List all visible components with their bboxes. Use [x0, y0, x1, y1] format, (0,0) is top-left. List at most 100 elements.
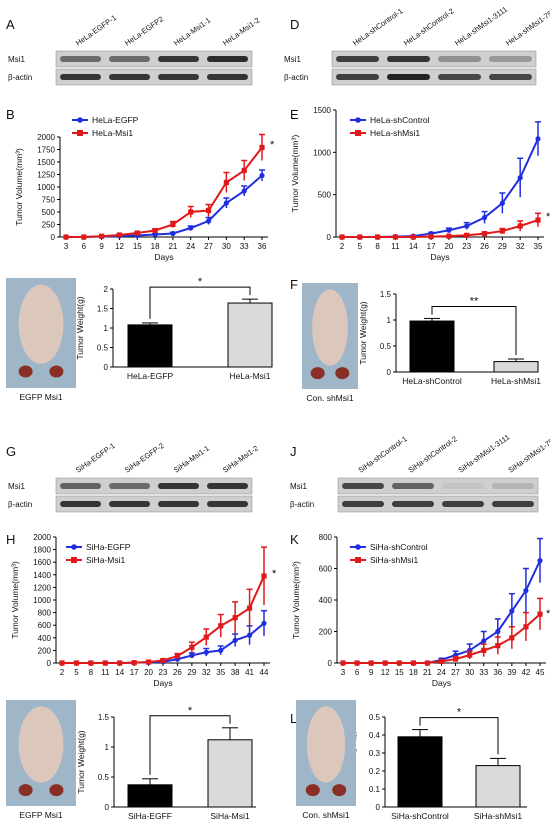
blot-row-label: Msi1: [290, 482, 307, 491]
data-point: [247, 606, 252, 611]
data-point: [132, 660, 137, 665]
x-tick-label: 12: [381, 668, 390, 677]
data-point: [218, 648, 223, 653]
y-tick-label: 1400: [33, 571, 51, 580]
blot-band: [207, 74, 248, 80]
y-tick-label: 0: [105, 803, 110, 812]
data-point: [261, 621, 266, 626]
x-tick-label: 8: [375, 242, 380, 251]
significance-mark: *: [270, 139, 275, 151]
legend-label: SiHa-EGFP: [86, 542, 131, 552]
blot-band: [158, 501, 199, 507]
data-point: [482, 215, 487, 220]
blot-row-label: β-actin: [8, 500, 32, 509]
panel-G: G SiHa-EGFP-1 SiHa-EGFP-2 SiHa-Msi1-1 SiHa-M…: [6, 441, 260, 512]
x-category-label: HeLa-shControl: [402, 376, 462, 386]
lane-label: HeLa-shMsi1-750: [504, 6, 550, 47]
data-point: [446, 228, 451, 233]
x-tick-label: 15: [395, 668, 404, 677]
legend-marker: [355, 544, 361, 550]
legend-label: HeLa-shMsi1: [370, 128, 420, 138]
panel-letter-E: E: [290, 107, 299, 122]
data-point: [446, 234, 451, 239]
blot-band: [158, 74, 199, 80]
x-tick-label: 27: [204, 242, 213, 251]
x-tick-label: 17: [427, 242, 436, 251]
data-point: [188, 209, 193, 214]
bar-0: [128, 325, 172, 367]
bar-0: [398, 737, 442, 807]
blot-band: [60, 56, 101, 62]
y-tick-label: 1500: [37, 158, 55, 167]
data-point: [523, 624, 528, 629]
panel-K: K0200400600800Tumor Volume(mm³)3 6 9 12 15 18…: [290, 532, 550, 688]
data-point: [495, 629, 500, 634]
panel-letter-K: K: [290, 532, 299, 547]
y-tick-label: 500: [42, 208, 56, 217]
blot-band: [109, 74, 150, 80]
blot-band: [109, 483, 150, 489]
x-category-label: HeLa-EGFP: [127, 371, 174, 381]
x-tick-label: 32: [202, 668, 211, 677]
y-axis-title: Tumor Weight(g): [76, 730, 86, 793]
data-point: [218, 623, 223, 628]
x-tick-label: 30: [222, 242, 231, 251]
data-point: [204, 650, 209, 655]
x-tick-label: 36: [493, 668, 502, 677]
lane-label: SiHa-Msi1-2: [221, 444, 260, 475]
x-tick-label: 12: [115, 242, 124, 251]
legend-label: HeLa-EGFP: [92, 115, 139, 125]
data-point: [340, 660, 345, 665]
x-tick-label: 14: [115, 668, 124, 677]
legend-label: SiHa-shMsi1: [370, 555, 418, 565]
lane-label: SiHa-shMsi1-3111: [456, 433, 511, 475]
blot-band: [442, 501, 484, 507]
panel-D: D HeLa-shControl-1HeLa-shControl-2HeLa-sh…: [284, 5, 550, 85]
x-tick-label: 45: [536, 668, 545, 677]
panel-B: B025050075010001250150017502000Tumor Vol…: [6, 107, 275, 262]
panel-letter-J: J: [290, 444, 297, 459]
x-tick-label: 32: [516, 242, 525, 251]
y-tick-label: 2000: [37, 133, 55, 142]
photo-caption: Con. shMsi1: [302, 810, 350, 820]
x-tick-label: 20: [444, 242, 453, 251]
x-tick-label: 17: [130, 668, 139, 677]
blot-band: [489, 56, 532, 62]
data-point: [242, 188, 247, 193]
y-tick-label: 1000: [33, 596, 51, 605]
blot-row-label: Msi1: [284, 55, 301, 64]
significance-mark: **: [470, 295, 479, 307]
panel-C: C00.511.52Tumor Weight(g)EGFP Msi1HeLa-E…: [6, 276, 272, 402]
blot-band: [387, 74, 430, 80]
blot-band: [207, 501, 248, 507]
blot-band: [336, 56, 379, 62]
y-tick-label: 0: [328, 659, 333, 668]
x-axis-title: Days: [432, 678, 451, 688]
data-point: [537, 612, 542, 617]
data-point: [259, 173, 264, 178]
blot-band: [442, 483, 484, 489]
x-category-label: HeLa-shMsi1: [491, 376, 541, 386]
data-point: [259, 145, 264, 150]
lane-label: SiHa-shMsi1-750: [506, 434, 550, 474]
legend-label: SiHa-shControl: [370, 542, 428, 552]
bar-1: [208, 740, 252, 807]
panel-F: F00.511.5Tumor Weight(g)Con. shMsi1HeLa-…: [290, 277, 541, 403]
y-tick-label: 1000: [313, 148, 331, 157]
x-tick-label: 11: [391, 242, 400, 251]
lane-label: HeLa-shMsi1-3111: [453, 5, 509, 48]
x-category-label: SiHa-shControl: [391, 811, 449, 821]
blot-band: [392, 501, 434, 507]
y-tick-label: 600: [319, 565, 333, 574]
x-tick-label: 14: [409, 242, 418, 251]
data-point: [261, 573, 266, 578]
data-point: [135, 230, 140, 235]
blot-band: [207, 483, 248, 489]
x-tick-label: 18: [409, 668, 418, 677]
y-tick-label: 800: [319, 533, 333, 542]
lane-label: SiHa-EGFP-2: [123, 441, 166, 475]
blot-row-label: β-actin: [8, 73, 32, 82]
data-point: [242, 168, 247, 173]
y-tick-label: 200: [38, 646, 52, 655]
